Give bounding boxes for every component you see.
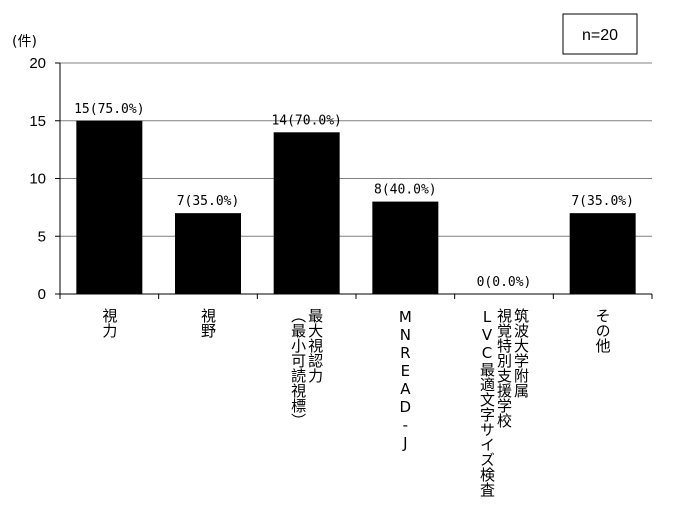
data-label: 14(70.0%) xyxy=(271,113,341,128)
bar xyxy=(372,201,439,294)
category-label: 最大視認力 xyxy=(306,308,324,384)
sample-size-label: n=20 xyxy=(582,27,618,44)
bar xyxy=(76,120,143,294)
data-label: 8(40.0%) xyxy=(374,183,437,198)
y-tick-label: 20 xyxy=(29,55,46,72)
category-label: （最小可読視標） xyxy=(289,308,307,428)
data-label: 0(0.0%) xyxy=(477,275,532,290)
y-axis-ticks: 0 5 10 15 20 xyxy=(29,55,60,303)
category-label: 視覚特別支援学校 xyxy=(495,308,513,428)
data-labels: 15(75.0%) 7(35.0%) 14(70.0%) 8(40.0%) 0(0.0%… xyxy=(74,102,634,290)
sample-size-box xyxy=(562,13,638,55)
bars xyxy=(76,120,636,294)
y-tick-label: 0 xyxy=(38,286,46,303)
category-label: 筑波大学附属 xyxy=(512,308,530,398)
bar xyxy=(569,213,636,294)
data-label: 15(75.0%) xyxy=(74,102,144,117)
gridlines xyxy=(59,62,653,299)
bar xyxy=(273,132,340,294)
category-label: 視力 xyxy=(100,308,118,339)
y-tick-label: 5 xyxy=(38,228,46,245)
y-tick-label: 15 xyxy=(29,113,46,130)
category-label: MNREAD-J xyxy=(396,308,414,452)
category-labels: 視力 視野 最大視認力（最小可読視標） MNREAD-J 筑波大学附属視覚特別支援学校L… xyxy=(100,308,611,497)
category-label: 視野 xyxy=(199,308,217,338)
bar xyxy=(175,213,241,294)
category-label: その他 xyxy=(594,308,612,354)
y-tick-label: 10 xyxy=(29,171,46,188)
y-axis-unit-label: (件) xyxy=(12,34,37,50)
category-label: LVC最適文字サイズ検査 xyxy=(478,308,496,497)
data-label: 7(35.0%) xyxy=(571,194,634,209)
data-label: 7(35.0%) xyxy=(177,194,240,209)
